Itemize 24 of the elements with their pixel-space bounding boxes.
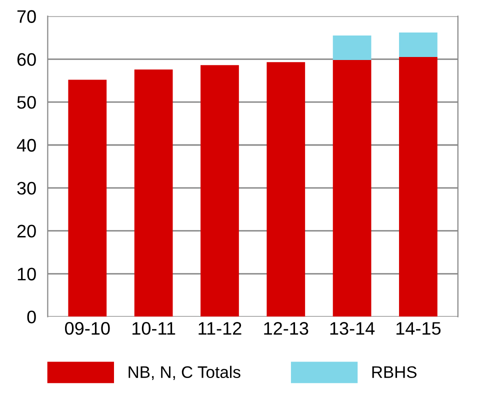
bar <box>266 62 306 317</box>
y-tick-label: 70 <box>17 10 36 23</box>
bar <box>332 60 372 317</box>
bar <box>399 57 438 317</box>
x-tick-label: 14-15 <box>396 322 441 335</box>
y-tick-label: 30 <box>17 182 36 195</box>
legend-label: RBHS <box>372 366 416 378</box>
y-tick-label: 60 <box>17 53 36 66</box>
bar <box>332 36 372 60</box>
y-tick-label: 10 <box>18 268 36 280</box>
x-tick-label: 12-13 <box>264 322 308 335</box>
y-tick-label: 20 <box>17 224 36 238</box>
bar <box>200 65 239 317</box>
y-tick-label: 50 <box>17 96 36 109</box>
bar <box>68 80 107 317</box>
x-tick-label: 10-11 <box>132 322 176 335</box>
bar <box>134 69 173 317</box>
x-tick-label: 09-10 <box>65 322 110 335</box>
legend-label: NB, N, C Totals <box>128 366 240 380</box>
y-tick-label: 40 <box>16 138 36 152</box>
x-tick-label: 13-14 <box>330 322 375 335</box>
bar <box>399 32 438 58</box>
y-tick-label: 0 <box>27 310 36 324</box>
x-tick-label: 11-12 <box>198 322 242 335</box>
